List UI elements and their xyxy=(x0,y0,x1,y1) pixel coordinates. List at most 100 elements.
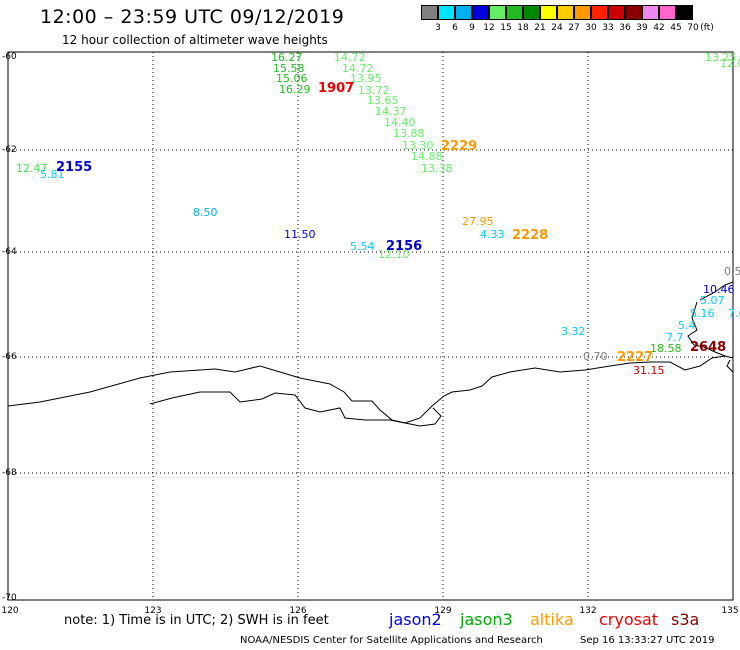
pass-time-label: 2229 xyxy=(441,139,478,154)
colorbar-swatch xyxy=(455,5,472,20)
colorbar-swatch xyxy=(659,5,676,20)
latitude-tick-label: -60 xyxy=(2,52,17,62)
colorbar-label: 3 xyxy=(435,23,441,33)
colorbar-label: 15 xyxy=(500,23,512,33)
wave-height-value: 12.0 xyxy=(720,57,740,70)
colorbar-label: 6 xyxy=(452,23,458,33)
wave-height-value: 14.88 xyxy=(411,150,443,163)
longitude-tick-label: 120 xyxy=(1,606,19,616)
wave-height-value: 5.81 xyxy=(40,168,65,181)
colorbar-swatch xyxy=(608,5,625,20)
wave-height-value: 10.46 xyxy=(703,283,735,296)
colorbar-label: 70 xyxy=(687,23,699,33)
wave-height-value: 0.70 xyxy=(583,350,608,363)
colorbar-label: 30 xyxy=(585,23,597,33)
colorbar-label: 24 xyxy=(551,23,563,33)
colorbar-swatch xyxy=(506,5,523,20)
satellite-legend-cryosat: cryosat xyxy=(599,610,659,629)
wave-height-value: 31.15 xyxy=(633,364,665,377)
wave-height-value: 11.50 xyxy=(284,228,316,241)
longitude-tick-label: 132 xyxy=(579,606,597,616)
satellite-legend-altika: altika xyxy=(530,610,574,629)
colorbar-swatch xyxy=(421,5,438,20)
colorbar-swatch xyxy=(523,5,540,20)
colorbar-swatch xyxy=(557,5,574,20)
wave-height-value: 5.07 xyxy=(700,294,725,307)
longitude-tick-label: 135 xyxy=(721,606,739,616)
colorbar-swatch xyxy=(625,5,642,20)
colorbar-label: 21 xyxy=(534,23,546,33)
footer-timestamp: Sep 16 13:33:27 UTC 2019 xyxy=(580,635,715,646)
pass-time-label: 2227 xyxy=(617,350,654,365)
wave-height-value: 16.29 xyxy=(279,83,311,96)
wave-height-value: 14.72 xyxy=(334,51,366,64)
wave-height-value: 15.06 xyxy=(276,72,308,85)
colorbar-swatch xyxy=(676,5,693,20)
colorbar-swatch xyxy=(642,5,659,20)
wave-height-value: 7.7 xyxy=(666,331,684,344)
colorbar-label: 36 xyxy=(619,23,631,33)
colorbar-swatch xyxy=(540,5,557,20)
wave-height-value: 3.32 xyxy=(561,325,586,338)
colorbar-unit: (ft) xyxy=(700,23,714,33)
pass-time-label: 2648 xyxy=(690,340,727,355)
map-title: 12:00 – 23:59 UTC 09/12/2019 xyxy=(40,6,345,28)
wave-height-value: 13.30 xyxy=(402,139,434,152)
map-subtitle: 12 hour collection of altimeter wave hei… xyxy=(62,33,328,47)
colorbar-label: 42 xyxy=(653,23,665,33)
wave-height-value: 14.72 xyxy=(342,62,374,75)
satellite-legend-s3a: s3a xyxy=(671,610,700,629)
wave-height-value: 13.95 xyxy=(350,72,382,85)
wave-height-value: 0.5 xyxy=(724,265,740,278)
wave-height-value: 7.6 xyxy=(728,307,740,320)
pass-time-label: 2228 xyxy=(512,228,549,243)
pass-time-label: 1907 xyxy=(318,81,355,96)
colorbar-label: 27 xyxy=(568,23,580,33)
colorbar-label: 33 xyxy=(602,23,614,33)
pass-time-label: 2156 xyxy=(386,239,423,254)
wave-height-value: 4.33 xyxy=(480,228,505,241)
wave-height-value: 5.4 xyxy=(678,319,696,332)
wave-height-value: 27.95 xyxy=(462,215,494,228)
colorbar-swatch xyxy=(472,5,489,20)
wave-height-value: 5.54 xyxy=(350,240,375,253)
colorbar-label: 18 xyxy=(517,23,529,33)
wave-height-value: 15.58 xyxy=(273,62,305,75)
footer-note: note: 1) Time is in UTC; 2) SWH is in fe… xyxy=(64,613,329,628)
footer-credit: NOAA/NESDIS Center for Satellite Applica… xyxy=(240,635,543,646)
wave-height-value: 14.37 xyxy=(375,105,407,118)
colorbar-swatch xyxy=(489,5,506,20)
wave-height-value: 13.88 xyxy=(393,127,425,140)
latitude-tick-label: -68 xyxy=(2,468,17,478)
wave-height-value: 12.47 xyxy=(16,162,48,175)
map-grid xyxy=(8,52,733,600)
wave-height-value: 13.72 xyxy=(358,84,390,97)
longitude-tick-label: 126 xyxy=(289,606,307,616)
satellite-legend-jason2: jason2 xyxy=(389,610,442,629)
wave-height-value: 13.65 xyxy=(367,94,399,107)
colorbar-label: 39 xyxy=(636,23,648,33)
wave-height-value: 8.50 xyxy=(193,206,218,219)
latitude-tick-label: -62 xyxy=(2,145,17,155)
wave-height-value: 12.10 xyxy=(378,248,410,261)
colorbar-label: 45 xyxy=(670,23,682,33)
colorbar-swatch xyxy=(438,5,455,20)
wave-height-value: 18.58 xyxy=(650,342,682,355)
colorbar-swatch xyxy=(591,5,608,20)
map-frame xyxy=(7,51,734,601)
latitude-tick-label: -66 xyxy=(2,352,17,362)
longitude-tick-label: 129 xyxy=(434,606,452,616)
wave-height-value: 14.40 xyxy=(384,116,416,129)
colorbar-label: 12 xyxy=(483,23,495,33)
longitude-tick-label: 123 xyxy=(144,606,162,616)
wave-height-value: 13.25 xyxy=(705,51,737,64)
colorbar-label: 9 xyxy=(469,23,475,33)
latitude-tick-label: -64 xyxy=(2,247,17,257)
wave-height-value: 16.27 xyxy=(271,51,303,64)
colorbar-swatch xyxy=(574,5,591,20)
satellite-legend-jason3: jason3 xyxy=(460,610,513,629)
wave-height-value: 13.38 xyxy=(421,162,453,175)
latitude-tick-label: -70 xyxy=(2,593,17,603)
coastline xyxy=(7,281,734,427)
wave-height-value: 5.16 xyxy=(690,307,715,320)
